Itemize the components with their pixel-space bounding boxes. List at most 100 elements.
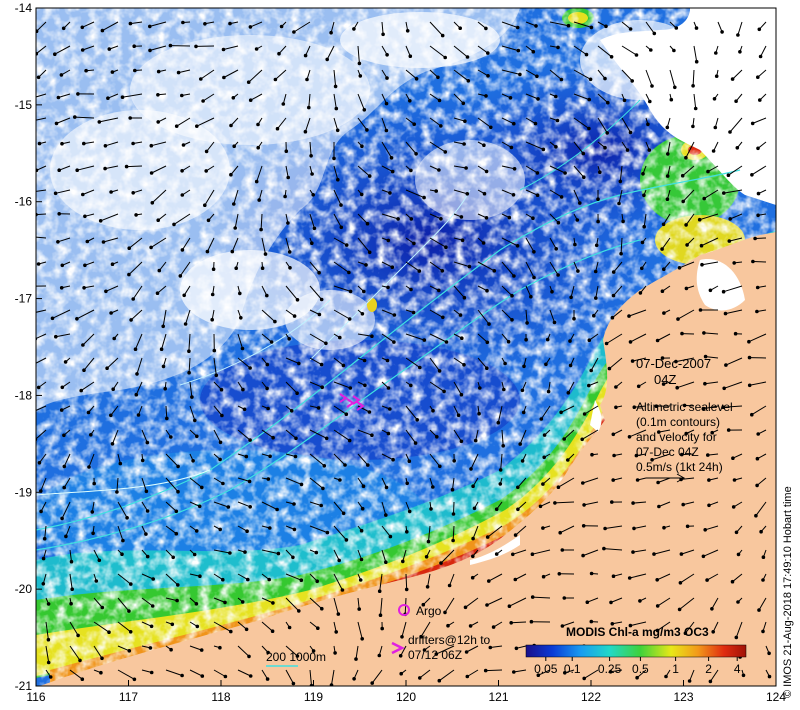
velocity-arrow xyxy=(711,597,719,610)
velocity-arrow xyxy=(758,597,767,611)
velocity-arrow-head xyxy=(443,55,448,60)
velocity-arrow xyxy=(237,477,250,482)
velocity-arrow xyxy=(538,669,551,676)
velocity-arrow xyxy=(74,116,95,119)
velocity-arrow-head xyxy=(524,337,528,342)
velocity-arrow-head xyxy=(246,80,251,84)
velocity-arrow-head xyxy=(761,629,765,634)
velocity-arrow xyxy=(202,93,215,102)
velocity-arrow-head xyxy=(462,142,466,146)
velocity-arrow xyxy=(117,525,124,541)
velocity-arrow-head xyxy=(299,482,304,487)
drifter-label-2: 07/12 06Z xyxy=(408,648,462,662)
velocity-arrow-head xyxy=(525,321,529,325)
velocity-arrow xyxy=(656,573,671,581)
velocity-arrow-head xyxy=(628,340,633,344)
velocity-arrow-head xyxy=(641,172,645,176)
velocity-arrow xyxy=(333,213,342,228)
velocity-arrow-head xyxy=(380,626,385,631)
velocity-arrow xyxy=(703,189,719,200)
velocity-arrow xyxy=(76,309,95,320)
velocity-arrow xyxy=(619,165,623,182)
velocity-arrow xyxy=(126,165,143,168)
velocity-arrow xyxy=(573,21,592,28)
velocity-arrow xyxy=(309,141,312,156)
velocity-arrow-head xyxy=(389,156,394,160)
velocity-arrow-head xyxy=(727,239,732,243)
velocity-arrow-head xyxy=(205,249,210,254)
colorbar-title: MODIS Chl-a mg/m3 OC3 xyxy=(566,625,709,639)
velocity-arrow-head xyxy=(385,53,389,57)
velocity-arrow xyxy=(501,189,514,196)
velocity-arrow-head xyxy=(542,433,547,437)
velocity-arrow-head xyxy=(59,286,64,290)
velocity-arrow-head xyxy=(628,27,633,31)
velocity-arrow xyxy=(54,45,71,55)
velocity-arrow xyxy=(501,165,515,170)
velocity-arrow-head xyxy=(286,175,291,180)
velocity-arrow-head xyxy=(424,555,429,559)
velocity-arrow-head xyxy=(400,635,404,639)
velocity-arrow-head xyxy=(412,122,417,126)
velocity-arrow xyxy=(669,69,676,88)
velocity-arrow-head xyxy=(706,453,710,457)
velocity-arrow-head xyxy=(489,125,493,130)
velocity-arrow xyxy=(573,45,587,56)
velocity-arrow xyxy=(620,237,623,254)
velocity-arrow-head xyxy=(542,455,547,460)
velocity-arrow xyxy=(661,237,671,250)
x-tick-label: 116 xyxy=(26,690,45,704)
velocity-arrow-head xyxy=(392,313,397,317)
velocity-arrow-head xyxy=(614,385,618,389)
velocity-arrow xyxy=(525,93,539,100)
velocity-arrow xyxy=(206,141,215,152)
velocity-arrow-head xyxy=(582,412,587,416)
velocity-arrow xyxy=(165,597,178,602)
velocity-arrow xyxy=(237,645,250,657)
velocity-arrow xyxy=(453,429,462,442)
velocity-arrow xyxy=(633,501,647,504)
velocity-arrow xyxy=(237,333,243,349)
velocity-arrow-head xyxy=(399,671,404,676)
velocity-arrow xyxy=(760,45,767,57)
velocity-arrow xyxy=(93,645,103,659)
velocity-arrow-head xyxy=(211,267,216,272)
velocity-arrow-head xyxy=(127,246,131,250)
velocity-arrow-head xyxy=(104,289,108,294)
velocity-arrow-head xyxy=(199,77,203,81)
velocity-arrow-head xyxy=(273,319,277,324)
velocity-arrow-head xyxy=(508,96,513,100)
velocity-arrow xyxy=(440,549,455,564)
info-line-2: (0.1m contours) xyxy=(636,415,720,429)
velocity-arrow-head xyxy=(707,503,711,508)
velocity-arrow-head xyxy=(36,385,41,390)
velocity-arrow-head xyxy=(57,212,62,216)
velocity-arrow-head xyxy=(384,101,389,106)
velocity-arrow xyxy=(117,501,128,519)
velocity-arrow-head xyxy=(223,600,227,605)
velocity-arrow-head xyxy=(621,219,625,224)
velocity-arrow-head xyxy=(134,213,138,217)
velocity-arrow-head xyxy=(170,622,175,627)
velocity-arrow xyxy=(132,285,143,300)
velocity-arrow-head xyxy=(359,192,364,197)
velocity-arrow xyxy=(183,285,191,296)
velocity-arrow-head xyxy=(200,485,204,490)
colorbar-label: 1 xyxy=(672,662,679,676)
velocity-arrow-head xyxy=(702,331,706,335)
velocity-arrow-head xyxy=(174,509,179,514)
velocity-arrow-head xyxy=(439,561,443,565)
velocity-arrow-head xyxy=(248,674,253,678)
velocity-arrow-head xyxy=(741,673,746,678)
velocity-arrow-head xyxy=(408,99,412,103)
argo-marker xyxy=(398,604,410,616)
velocity-arrow-head xyxy=(150,201,155,205)
velocity-arrow-head xyxy=(310,241,314,245)
velocity-arrow-head xyxy=(293,454,298,459)
velocity-arrow-head xyxy=(363,383,367,388)
velocity-arrow-head xyxy=(281,102,286,106)
velocity-arrow-head xyxy=(594,296,598,300)
velocity-arrow-head xyxy=(378,613,383,618)
velocity-arrow xyxy=(61,501,71,519)
velocity-arrow xyxy=(36,333,47,340)
